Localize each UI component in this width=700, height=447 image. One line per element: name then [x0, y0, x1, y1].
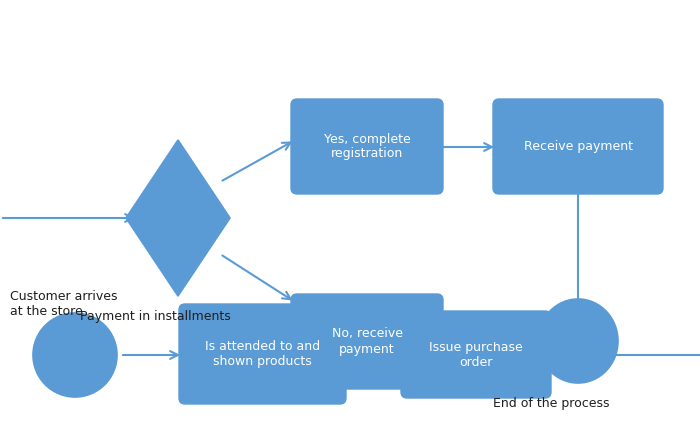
- Polygon shape: [126, 140, 230, 296]
- FancyBboxPatch shape: [401, 311, 551, 398]
- FancyBboxPatch shape: [179, 304, 346, 404]
- Text: End of the process: End of the process: [493, 397, 610, 410]
- FancyBboxPatch shape: [291, 294, 443, 389]
- FancyBboxPatch shape: [493, 99, 663, 194]
- Ellipse shape: [33, 313, 117, 397]
- Text: No, receive
payment: No, receive payment: [332, 328, 402, 355]
- Text: Receive payment: Receive payment: [524, 140, 633, 153]
- Text: Payment in installments: Payment in installments: [80, 310, 231, 323]
- Text: Yes, complete
registration: Yes, complete registration: [323, 132, 410, 160]
- Text: Issue purchase
order: Issue purchase order: [429, 341, 523, 368]
- Text: Is attended to and
shown products: Is attended to and shown products: [205, 340, 320, 368]
- Ellipse shape: [538, 299, 618, 383]
- Text: Customer arrives
at the store: Customer arrives at the store: [10, 290, 118, 318]
- FancyBboxPatch shape: [291, 99, 443, 194]
